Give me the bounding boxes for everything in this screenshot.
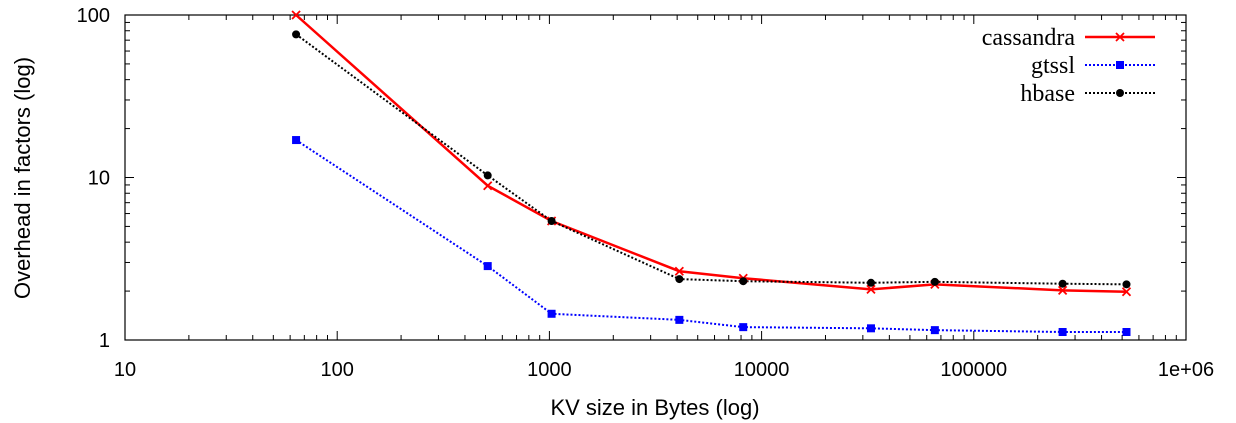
cassandra-point [866,284,876,294]
y-axis-title: Overhead in factors (log) [10,57,35,299]
cassandra-point [1057,285,1068,296]
gtssl-point [739,323,748,332]
gtssl-point [1058,328,1067,337]
legend-label-hbase: hbase [1020,81,1075,107]
gtssl-line [295,139,1127,333]
legend-cassandra-point [1115,32,1125,42]
gtssl-point [483,262,492,271]
x-tick-label: 100 [321,359,354,381]
cassandra-point [1121,287,1132,297]
y-tick-label: 10 [88,168,110,190]
plot-frame [124,14,1187,341]
x-tick-label: 1e+06 [1158,359,1214,381]
gtssl-point [292,136,301,145]
legend-label-gtssl: gtssl [1031,53,1075,79]
cassandra-point [291,10,301,20]
y-tick-label: 1 [99,330,110,352]
hbase-point [930,277,939,286]
hbase-point [547,216,556,225]
gtssl-point [930,326,939,335]
x-tick-label: 10 [114,359,136,381]
hbase-point [675,275,684,284]
cassandra-point [483,181,493,191]
legend-gtssl-point [1116,61,1124,69]
series-markers [291,10,1132,337]
x-tick-label: 1000 [527,359,572,381]
gtssl-point [1122,328,1131,337]
legend-hbase-point [1116,89,1124,97]
cassandra-line [295,14,1127,294]
hbase-point [1058,279,1067,288]
series-lines [295,14,1127,333]
y-tick-label: 100 [77,5,110,27]
x-tick-label: 100000 [940,359,1007,381]
cassandra-point [674,266,684,276]
hbase-point [739,277,748,286]
gtssl-point [866,324,875,333]
hbase-line [295,33,1127,286]
x-tick-label: 10000 [734,359,790,381]
hbase-point [1122,280,1131,289]
hbase-point [292,30,301,39]
gtssl-point [547,309,556,318]
gtssl-point [675,315,684,324]
x-axis-title: KV size in Bytes (log) [550,395,759,420]
legend-label-cassandra: cassandra [982,25,1076,51]
hbase-point [483,171,492,180]
hbase-point [866,278,875,287]
